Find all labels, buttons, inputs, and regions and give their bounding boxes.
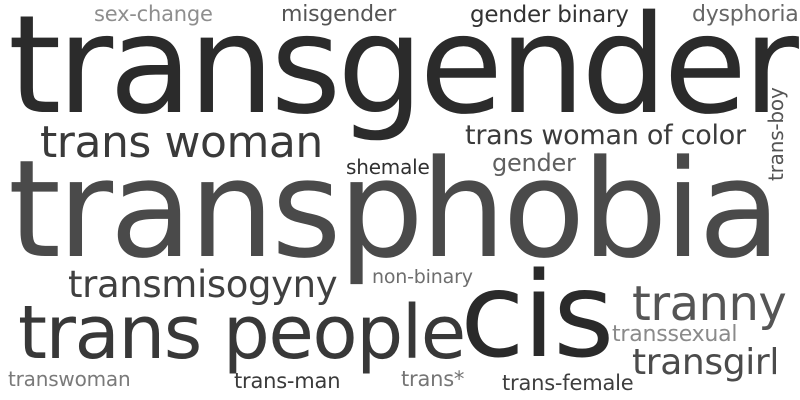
word-trans-woman-of-color: trans woman of color	[465, 120, 746, 151]
word-gender-binary: gender binary	[470, 2, 629, 28]
word-transphobia: transphobia	[8, 131, 781, 288]
word-shemale: shemale	[346, 155, 430, 179]
word-transgender: transgender	[8, 0, 799, 145]
word-tranny: tranny	[632, 276, 787, 332]
word-sex-change: sex-change	[94, 2, 213, 26]
word-dysphoria: dysphoria	[692, 2, 799, 27]
word-transmisogyny: transmisogyny	[68, 263, 338, 306]
word-trans-star: trans*	[401, 367, 465, 391]
word-misgender: misgender	[281, 2, 397, 27]
word-cis: cis	[460, 246, 614, 384]
word-trans-man: trans-man	[234, 369, 341, 393]
word-trans-people: trans people	[18, 290, 466, 376]
word-trans-female: trans-female	[502, 371, 634, 395]
word-transgirl: transgirl	[632, 342, 779, 383]
word-transwoman: transwoman	[8, 367, 131, 391]
word-non-binary: non-binary	[372, 266, 473, 288]
word-gender: gender	[492, 149, 576, 177]
word-transsexual: transsexual	[612, 322, 738, 347]
word-trans-woman: trans woman	[40, 117, 323, 168]
